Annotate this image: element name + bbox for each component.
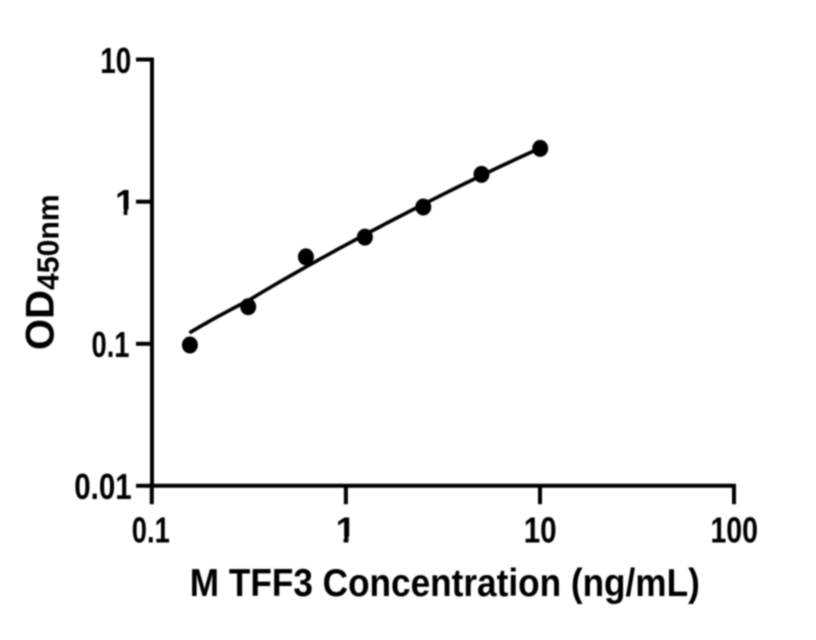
svg-text:M TFF3 Concentration (ng/mL): M TFF3 Concentration (ng/mL) — [190, 562, 700, 605]
svg-text:10: 10 — [524, 509, 557, 550]
svg-text:10: 10 — [100, 40, 131, 81]
svg-text:100: 100 — [710, 509, 758, 550]
svg-text:0.1: 0.1 — [132, 509, 170, 550]
svg-text:1: 1 — [115, 182, 135, 223]
svg-text:0.01: 0.01 — [74, 466, 132, 507]
svg-text:1: 1 — [336, 509, 356, 550]
svg-text:0.1: 0.1 — [92, 324, 130, 365]
